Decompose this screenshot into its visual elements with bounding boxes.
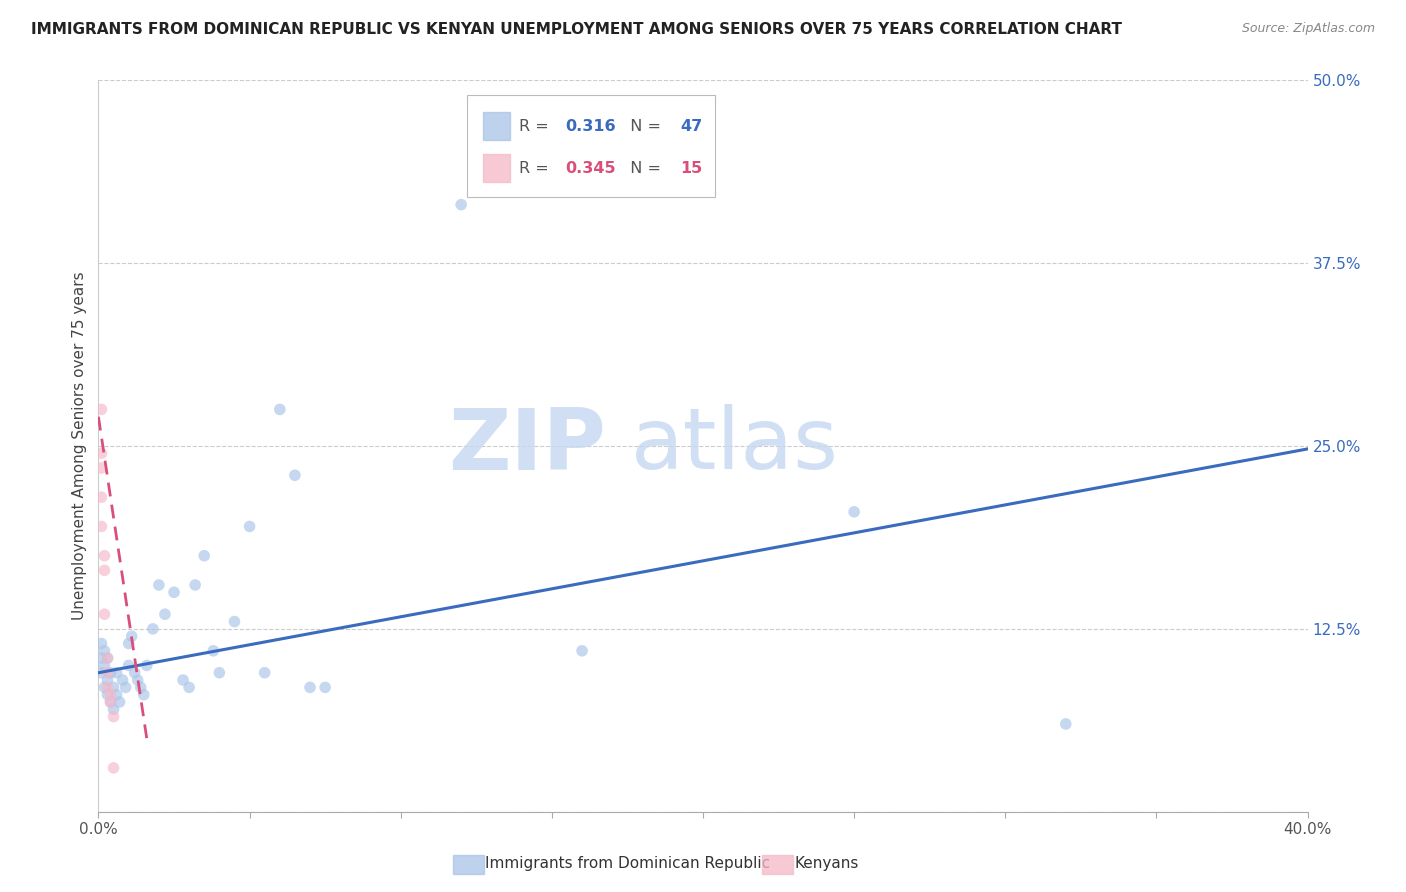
Point: [184, 578, 207, 592]
Point: [96, 665, 118, 680]
Point: [208, 665, 231, 680]
Text: IMMIGRANTS FROM DOMINICAN REPUBLIC VS KENYAN UNEMPLOYMENT AMONG SENIORS OVER 75 : IMMIGRANTS FROM DOMINICAN REPUBLIC VS KE…: [31, 22, 1122, 37]
Point: [93, 607, 115, 622]
Point: [844, 505, 866, 519]
Point: [118, 636, 141, 650]
Point: [153, 607, 176, 622]
Point: [299, 681, 322, 695]
Point: [163, 585, 186, 599]
Point: [96, 681, 118, 695]
Text: N =: N =: [620, 161, 665, 176]
Point: [100, 695, 122, 709]
Text: 47: 47: [681, 119, 702, 134]
Text: atlas: atlas: [630, 404, 838, 488]
Text: 0.316: 0.316: [565, 119, 616, 134]
Point: [132, 688, 155, 702]
Point: [96, 673, 118, 687]
Point: [103, 681, 125, 695]
Point: [129, 681, 152, 695]
Text: Kenyans: Kenyans: [794, 856, 859, 871]
Point: [100, 665, 122, 680]
Point: [103, 702, 125, 716]
Text: R =: R =: [519, 161, 554, 176]
Point: [224, 615, 246, 629]
Point: [90, 651, 112, 665]
Point: [100, 688, 122, 702]
Point: [121, 629, 143, 643]
Point: [96, 651, 118, 665]
Point: [90, 490, 112, 504]
Point: [103, 761, 125, 775]
Point: [93, 644, 115, 658]
Point: [105, 665, 128, 680]
Point: [93, 658, 115, 673]
Point: [135, 658, 157, 673]
Point: [96, 651, 118, 665]
Point: [450, 197, 472, 211]
Point: [118, 658, 141, 673]
FancyBboxPatch shape: [482, 154, 509, 182]
FancyBboxPatch shape: [482, 112, 509, 140]
Point: [179, 681, 201, 695]
Point: [100, 695, 122, 709]
Point: [284, 468, 307, 483]
Point: [90, 402, 112, 417]
Point: [269, 402, 291, 417]
Point: [172, 673, 194, 687]
Point: [148, 578, 170, 592]
Point: [1054, 717, 1077, 731]
FancyBboxPatch shape: [467, 95, 716, 197]
Point: [108, 695, 131, 709]
Point: [96, 688, 118, 702]
Text: ZIP: ZIP: [449, 404, 606, 488]
Point: [90, 461, 112, 475]
Point: [93, 563, 115, 577]
Point: [105, 688, 128, 702]
Point: [142, 622, 165, 636]
Point: [93, 681, 115, 695]
Text: R =: R =: [519, 119, 554, 134]
Point: [202, 644, 225, 658]
Point: [93, 549, 115, 563]
Point: [90, 665, 112, 680]
Point: [193, 549, 215, 563]
Point: [114, 681, 136, 695]
Text: 15: 15: [681, 161, 702, 176]
Point: [103, 709, 125, 723]
Text: N =: N =: [620, 119, 665, 134]
Point: [314, 681, 336, 695]
Point: [571, 644, 593, 658]
Point: [253, 665, 276, 680]
Y-axis label: Unemployment Among Seniors over 75 years: Unemployment Among Seniors over 75 years: [72, 272, 87, 620]
Point: [127, 673, 149, 687]
Point: [111, 673, 134, 687]
Text: Immigrants from Dominican Republic: Immigrants from Dominican Republic: [485, 856, 770, 871]
Point: [239, 519, 262, 533]
Text: Source: ZipAtlas.com: Source: ZipAtlas.com: [1241, 22, 1375, 36]
Text: 0.345: 0.345: [565, 161, 616, 176]
Point: [124, 665, 146, 680]
Point: [90, 636, 112, 650]
Point: [90, 446, 112, 460]
Point: [90, 519, 112, 533]
